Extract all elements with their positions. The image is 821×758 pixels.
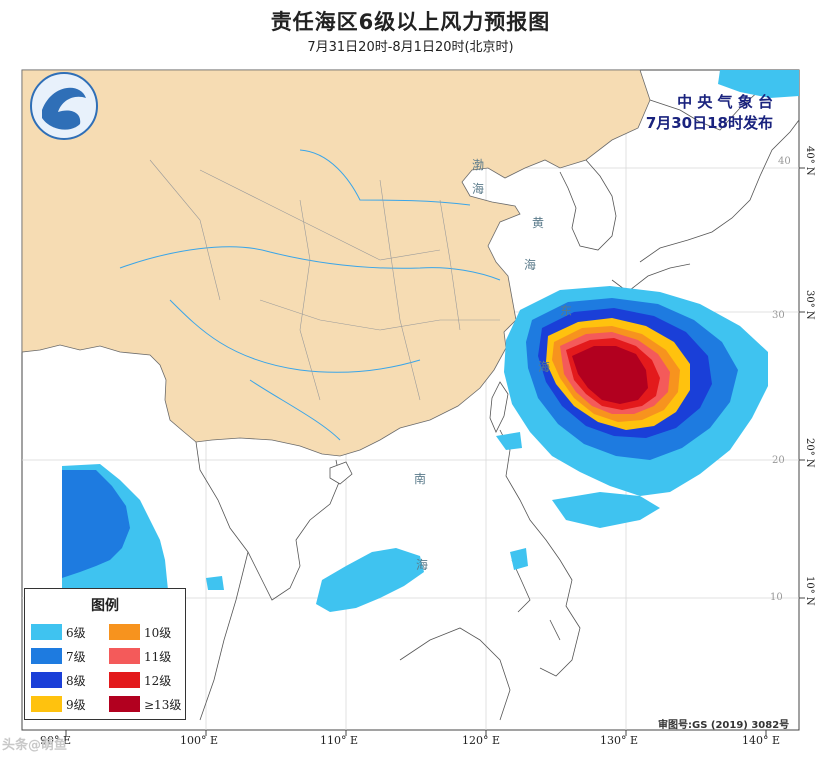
legend: 图例 6级 10级 7级 11级 8级 12级 9级 ≥13级 <box>24 588 186 720</box>
y-tick-10: 10° N <box>804 576 815 606</box>
wind-zone-6-seas-east <box>552 492 660 528</box>
sea-label-bo: 渤 <box>472 158 485 172</box>
map-subtitle: 7月31日20时-8月1日20时(北京时) <box>307 40 514 55</box>
legend-item-7: 7级 <box>31 647 86 665</box>
sea-label-hai-1: 海 <box>472 182 485 196</box>
y-tick-20: 20° N <box>804 438 815 468</box>
issuer-block: 中 央 气 象 台 7月30日18时发布 <box>646 92 773 134</box>
legend-label-7: 7级 <box>66 649 86 664</box>
legend-item-8: 8级 <box>31 671 86 689</box>
indochina-outline <box>195 441 341 721</box>
province-boundaries <box>149 159 500 401</box>
wind-zone-7-bengal <box>62 470 130 578</box>
x-tick-120: 120° E <box>462 734 501 747</box>
sea-label-dong: 东 <box>560 304 573 318</box>
x-tick-100: 100° E <box>180 734 219 747</box>
inner-lat-40: 40 <box>778 156 791 167</box>
legend-swatch-6 <box>31 624 62 640</box>
legend-label-9: 9级 <box>66 697 86 712</box>
legend-item-12: 12级 <box>109 671 171 689</box>
issue-time: 7月30日18时发布 <box>645 114 773 132</box>
rivers <box>119 149 501 441</box>
hainan-outline <box>329 461 353 485</box>
china-landmass <box>21 69 651 457</box>
wind-zone-6-northeast <box>718 70 799 98</box>
legend-item-13: ≥13级 <box>109 695 181 713</box>
legend-label-11: 11级 <box>144 649 172 664</box>
legend-swatch-11 <box>109 648 140 664</box>
legend-swatch-12 <box>109 672 140 688</box>
watermark: 头条@萌鱼 <box>2 738 68 753</box>
cma-logo-icon <box>30 72 98 140</box>
legend-item-10: 10级 <box>109 623 171 641</box>
legend-label-13: ≥13级 <box>144 697 182 712</box>
philippines-outline <box>499 429 581 677</box>
legend-swatch-13 <box>109 696 140 712</box>
wind-zone-13-typhoon <box>572 346 648 404</box>
y-tick-40: 40° N <box>804 146 815 176</box>
legend-title: 图例 <box>91 598 119 614</box>
axis-ticks <box>65 167 805 736</box>
inner-lat-10: 10 <box>770 592 783 603</box>
taiwan-outline <box>489 381 509 433</box>
legend-label-6: 6级 <box>66 625 86 640</box>
legend-label-8: 8级 <box>66 673 86 688</box>
sea-label-hai-3: 海 <box>538 360 551 374</box>
legend-swatch-9 <box>31 696 62 712</box>
x-tick-90: 90° E <box>40 734 72 747</box>
legend-swatch-10 <box>109 624 140 640</box>
sea-label-hai-2: 海 <box>524 258 537 272</box>
x-tick-130: 130° E <box>600 734 639 747</box>
legend-label-10: 10级 <box>144 625 172 640</box>
map-title: 责任海区6级以上风力预报图 <box>270 10 551 34</box>
approval-number: 审图号:GS (2019) 3082号 <box>658 720 790 731</box>
legend-item-9: 9级 <box>31 695 86 713</box>
wind-zone-6-luzon <box>496 432 522 450</box>
sea-label-huang: 黄 <box>532 216 545 230</box>
korea-outline <box>559 159 617 251</box>
legend-item-11: 11级 <box>109 647 171 665</box>
legend-swatch-8 <box>31 672 62 688</box>
wind-zone-6-scs <box>316 548 424 612</box>
sea-label-nan: 南 <box>414 472 427 486</box>
inner-lat-20: 20 <box>772 455 785 466</box>
y-tick-30: 30° N <box>804 290 815 320</box>
x-tick-140: 140° E <box>742 734 781 747</box>
inner-lat-30: 30 <box>772 310 785 321</box>
legend-label-12: 12级 <box>144 673 172 688</box>
x-tick-110: 110° E <box>320 734 359 747</box>
legend-swatch-7 <box>31 648 62 664</box>
sea-label-hai-4: 海 <box>416 558 429 572</box>
borneo-outline <box>399 627 511 721</box>
legend-item-6: 6级 <box>31 623 86 641</box>
agency-name: 中 央 气 象 台 <box>677 93 773 111</box>
